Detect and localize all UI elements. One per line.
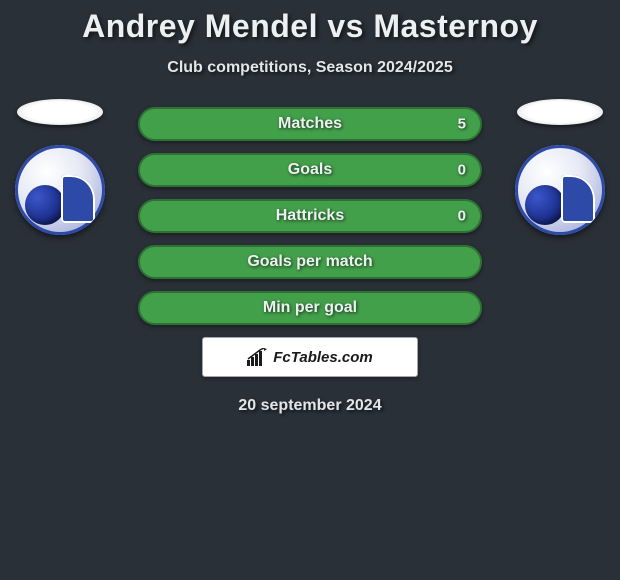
- stat-value-right: 0: [458, 162, 466, 179]
- date-line: 20 september 2024: [0, 397, 620, 415]
- stat-row: Goals 0: [138, 153, 482, 187]
- stat-label: Goals per match: [247, 253, 372, 271]
- stat-row: Min per goal: [138, 291, 482, 325]
- flag-ellipse-left: [17, 99, 103, 125]
- stat-label: Matches: [278, 115, 342, 133]
- stat-row: Hattricks 0: [138, 199, 482, 233]
- comparison-content: Matches 5 Goals 0 Hattricks 0 Goals per …: [0, 107, 620, 415]
- stat-value-right: 0: [458, 208, 466, 225]
- brand-text: FcTables.com: [273, 349, 372, 366]
- stat-rows: Matches 5 Goals 0 Hattricks 0 Goals per …: [138, 107, 482, 325]
- player-left-column: [10, 99, 110, 235]
- stat-row: Goals per match: [138, 245, 482, 279]
- stat-row: Matches 5: [138, 107, 482, 141]
- bar-chart-icon: [247, 348, 269, 366]
- stat-label: Min per goal: [263, 299, 357, 317]
- page-subtitle: Club competitions, Season 2024/2025: [0, 59, 620, 77]
- page-title: Andrey Mendel vs Masternoy: [0, 0, 620, 45]
- club-logo-right: [515, 145, 605, 235]
- flag-ellipse-right: [517, 99, 603, 125]
- stat-label: Goals: [288, 161, 332, 179]
- stat-value-right: 5: [458, 116, 466, 133]
- stat-label: Hattricks: [276, 207, 344, 225]
- brand-logo: FcTables.com: [247, 348, 372, 366]
- player-right-column: [510, 99, 610, 235]
- club-logo-left: [15, 145, 105, 235]
- brand-box: FcTables.com: [202, 337, 418, 377]
